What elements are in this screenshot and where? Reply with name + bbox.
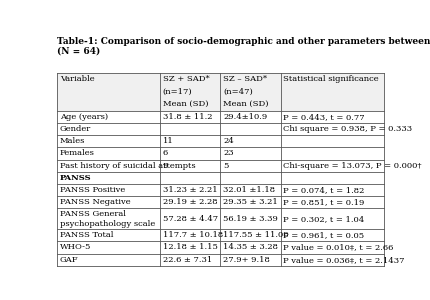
Text: P = 0.851, t = 0.19: P = 0.851, t = 0.19 <box>283 198 365 206</box>
Text: Chi square = 0.938, P = 0.333: Chi square = 0.938, P = 0.333 <box>283 125 412 133</box>
Text: 32.01 ±1.18: 32.01 ±1.18 <box>223 186 275 194</box>
Text: 56.19 ± 3.39: 56.19 ± 3.39 <box>223 215 278 223</box>
Text: P = 0.961, t = 0.05: P = 0.961, t = 0.05 <box>283 231 365 239</box>
Text: P = 0.443, t = 0.77: P = 0.443, t = 0.77 <box>283 113 365 121</box>
Text: PANSS: PANSS <box>60 174 91 182</box>
Text: 23: 23 <box>223 149 233 158</box>
Text: 29.4±10.9: 29.4±10.9 <box>223 113 267 121</box>
Text: P value = 0.036‡, t = 2.1437: P value = 0.036‡, t = 2.1437 <box>283 256 405 264</box>
Text: Past history of suicidal attempts: Past history of suicidal attempts <box>60 162 195 170</box>
Text: WHO-5: WHO-5 <box>60 244 91 251</box>
Text: Mean (SD): Mean (SD) <box>163 100 208 108</box>
Text: 11: 11 <box>163 137 173 145</box>
Text: 6: 6 <box>163 149 168 158</box>
Text: P value = 0.010‡, t = 2.66: P value = 0.010‡, t = 2.66 <box>283 244 394 251</box>
Text: PANSS General: PANSS General <box>60 210 126 218</box>
Text: Gender: Gender <box>60 125 91 133</box>
Text: (n=17): (n=17) <box>163 88 192 96</box>
Text: 31.23 ± 2.21: 31.23 ± 2.21 <box>163 186 217 194</box>
Text: 117.55 ± 11.08: 117.55 ± 11.08 <box>223 231 289 239</box>
Text: 29.35 ± 3.21: 29.35 ± 3.21 <box>223 198 278 206</box>
Text: Females: Females <box>60 149 95 158</box>
Text: Chi-square = 13.073, P = 0.000†: Chi-square = 13.073, P = 0.000† <box>283 162 422 170</box>
Text: Table-1: Comparison of socio-demographic and other parameters between the SZ+SAD: Table-1: Comparison of socio-demographic… <box>57 37 430 46</box>
Text: psychopathology scale: psychopathology scale <box>60 220 155 228</box>
Text: 22.6 ± 7.31: 22.6 ± 7.31 <box>163 256 212 264</box>
Bar <box>57 73 384 111</box>
Text: Males: Males <box>60 137 85 145</box>
Text: (N = 64): (N = 64) <box>57 46 100 56</box>
Text: 27.9+ 9.18: 27.9+ 9.18 <box>223 256 270 264</box>
Text: P = 0.302, t = 1.04: P = 0.302, t = 1.04 <box>283 215 365 223</box>
Text: 9: 9 <box>163 162 168 170</box>
Text: PANSS Total: PANSS Total <box>60 231 113 239</box>
Text: SZ – SAD*: SZ – SAD* <box>223 75 267 83</box>
Text: PANSS Negative: PANSS Negative <box>60 198 130 206</box>
Text: SZ + SAD*: SZ + SAD* <box>163 75 209 83</box>
Text: PANSS Positive: PANSS Positive <box>60 186 125 194</box>
Text: (n=47): (n=47) <box>223 88 253 96</box>
Text: Age (years): Age (years) <box>60 113 108 121</box>
Text: 24: 24 <box>223 137 234 145</box>
Text: Statistical significance: Statistical significance <box>283 75 379 83</box>
Text: 12.18 ± 1.15: 12.18 ± 1.15 <box>163 244 218 251</box>
Text: 57.28 ± 4.47: 57.28 ± 4.47 <box>163 215 218 223</box>
Text: 31.8 ± 11.2: 31.8 ± 11.2 <box>163 113 212 121</box>
Text: GAF: GAF <box>60 256 78 264</box>
Text: 117.7 ± 10.18: 117.7 ± 10.18 <box>163 231 223 239</box>
Text: 5: 5 <box>223 162 228 170</box>
Text: 29.19 ± 2.28: 29.19 ± 2.28 <box>163 198 217 206</box>
Text: 14.35 ± 3.28: 14.35 ± 3.28 <box>223 244 278 251</box>
Text: Variable: Variable <box>60 75 94 83</box>
Text: Mean (SD): Mean (SD) <box>223 100 269 108</box>
Text: P = 0.074, t = 1.82: P = 0.074, t = 1.82 <box>283 186 365 194</box>
